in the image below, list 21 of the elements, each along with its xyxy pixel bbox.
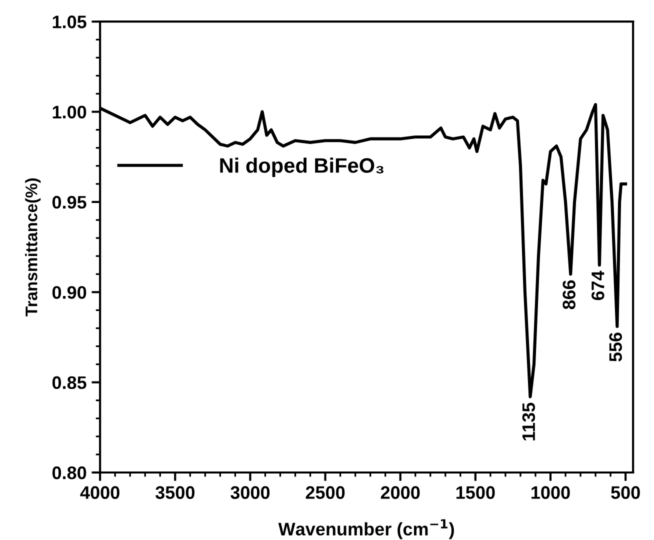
legend-label: Ni doped BiFeO₃ [220,158,384,178]
x-axis-title: Wavenumber (cm$^{−1}$) [278,519,454,540]
x-tick-label: 3500 [155,486,194,499]
x-tick-label: 4000 [80,486,120,499]
x-tick-label: 1000 [532,486,570,499]
y-tick-label: 0.95 [52,196,86,209]
x-tick-label: 2000 [380,486,420,499]
x-tick-label: 2500 [306,486,345,499]
y-tick-label: 1.00 [52,106,86,118]
y-tick-label: 1.05 [52,16,86,28]
x-tick-label: 500 [611,486,640,499]
y-tick-label: 0.80 [52,466,86,480]
y-tick-label: 0.85 [52,376,86,390]
annotation: 1135 [522,402,536,440]
x-tick-label: 3000 [230,486,270,499]
y-axis-title: Transmittance(%) [25,178,41,316]
annotation: 866 [562,280,576,310]
annotation: 556 [609,332,622,362]
x-tick-label: 1500 [456,486,495,499]
y-tick-label: 0.90 [52,286,86,299]
annotation: 674 [592,270,604,300]
